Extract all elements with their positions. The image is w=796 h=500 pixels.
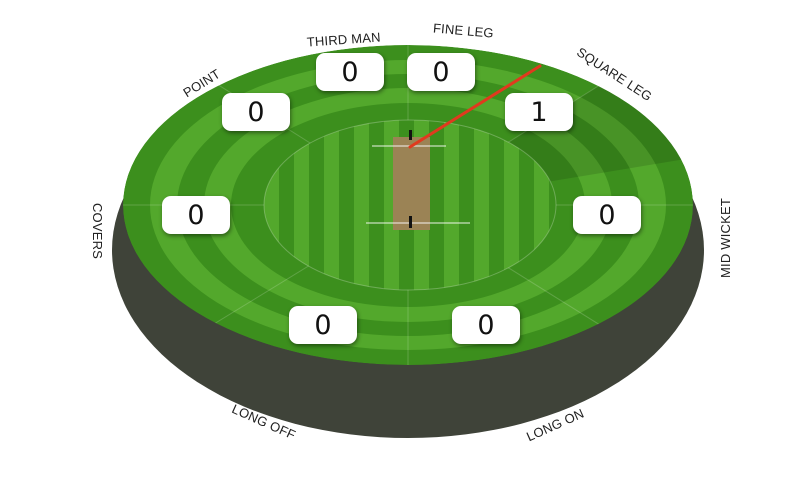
runs-box-fine-leg: 0 <box>407 53 475 91</box>
runs-box-covers: 0 <box>162 196 230 234</box>
runs-box-point: 0 <box>222 93 290 131</box>
runs-box-long-on: 0 <box>452 306 520 344</box>
zone-label-third-man: THIRD MAN <box>306 29 381 49</box>
stumps-top <box>409 130 412 140</box>
runs-box-long-off: 0 <box>289 306 357 344</box>
zone-label-mid-wicket: MID WICKET <box>718 198 733 278</box>
shot-line-square-leg <box>408 64 542 149</box>
runs-box-third-man: 0 <box>316 53 384 91</box>
runs-box-square-leg: 1 <box>505 93 573 131</box>
runs-box-mid-wicket: 0 <box>573 196 641 234</box>
stumps-bottom <box>409 216 412 228</box>
pitch <box>393 137 430 230</box>
zone-label-covers: COVERS <box>90 203 105 259</box>
zone-label-fine-leg: FINE LEG <box>432 20 494 40</box>
